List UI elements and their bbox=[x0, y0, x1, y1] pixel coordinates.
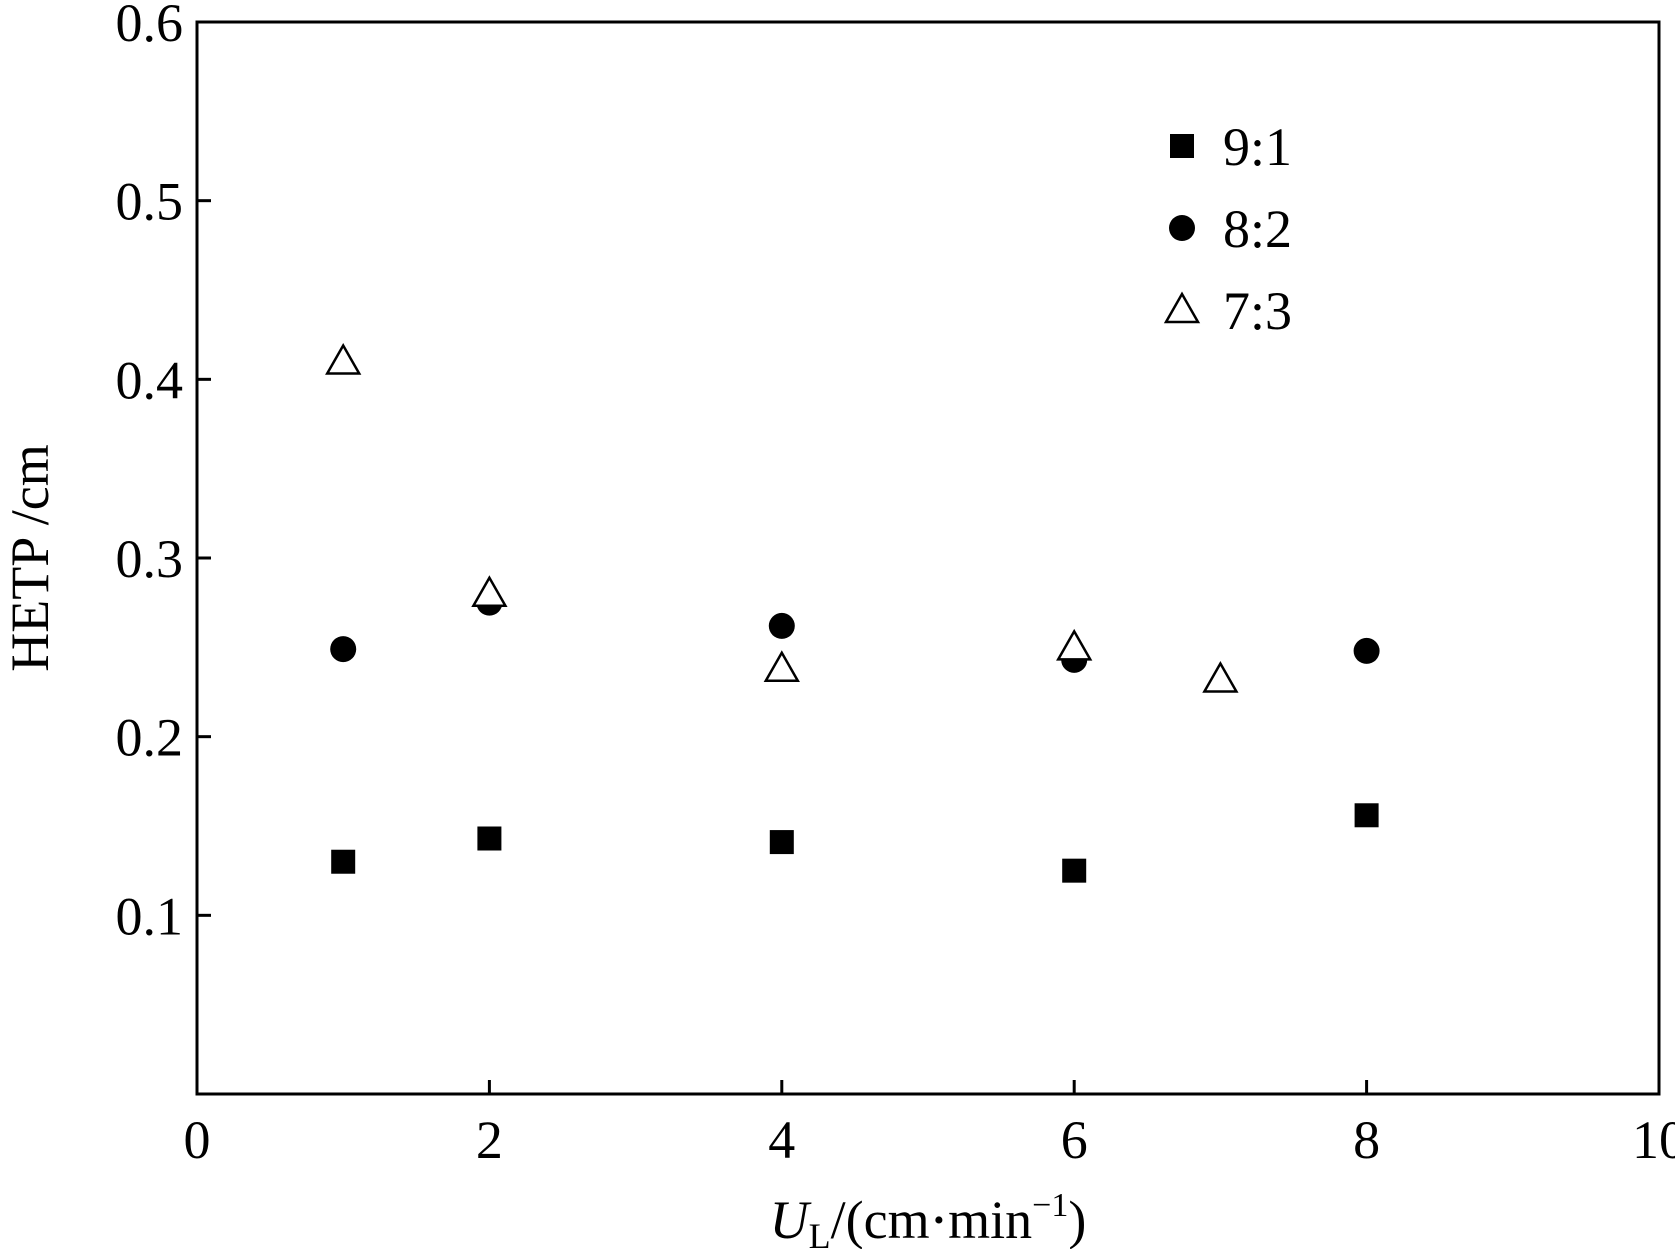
legend-marker-7-3 bbox=[1163, 291, 1201, 324]
x-tick-label: 2 bbox=[476, 1110, 503, 1170]
x-axis-superscript: −1 bbox=[1032, 1187, 1068, 1224]
legend-label-8-2: 8:2 bbox=[1223, 199, 1292, 259]
x-tick-label: 10 bbox=[1632, 1110, 1675, 1170]
data-point-8-2 bbox=[330, 636, 357, 663]
x-axis-symbol: U bbox=[770, 1190, 812, 1249]
y-axis-title: HETP /cm bbox=[0, 444, 60, 671]
y-tick-label: 0.2 bbox=[116, 708, 184, 768]
data-point-9-1 bbox=[769, 830, 794, 855]
legend-label-9-1: 9:1 bbox=[1223, 117, 1292, 177]
legend-marker-9-1 bbox=[1170, 134, 1194, 158]
data-point-9-1 bbox=[331, 849, 356, 874]
data-point-7-3 bbox=[1202, 660, 1239, 693]
y-tick-label: 0.5 bbox=[116, 172, 184, 232]
data-point-7-3 bbox=[763, 650, 800, 683]
legend-marker-8-2 bbox=[1169, 215, 1195, 241]
legend: 9:1 8:2 7:3 bbox=[1163, 117, 1292, 341]
y-tick-label: 0.6 bbox=[116, 0, 184, 53]
data-points-group bbox=[325, 342, 1380, 883]
x-axis-separator: • bbox=[934, 1204, 945, 1237]
data-point-8-2 bbox=[1353, 637, 1380, 664]
x-axis-unit-mid: min bbox=[948, 1190, 1032, 1249]
data-point-9-1 bbox=[1354, 803, 1379, 828]
x-axis-subscript: L bbox=[809, 1216, 831, 1249]
data-point-7-3 bbox=[325, 342, 362, 375]
data-point-9-1 bbox=[477, 826, 502, 851]
legend-label-7-3: 7:3 bbox=[1223, 281, 1292, 341]
plot-frame-group bbox=[195, 20, 1661, 1096]
x-tick-label: 0 bbox=[184, 1110, 211, 1170]
x-axis-title: UL/(cm •min−1) bbox=[770, 1187, 1087, 1249]
ticks-group: 0 2 4 6 8 10 0.1 0.2 0.3 0.4 0.5 0.6 bbox=[116, 0, 1675, 1170]
data-point-7-3 bbox=[471, 575, 508, 607]
y-tick-label: 0.3 bbox=[116, 529, 184, 589]
x-axis-unit-prefix: /(cm bbox=[831, 1190, 930, 1249]
x-axis-unit-suffix: ) bbox=[1068, 1190, 1086, 1249]
data-point-7-3 bbox=[1056, 628, 1093, 661]
y-tick-label: 0.4 bbox=[116, 350, 184, 410]
data-point-9-1 bbox=[1062, 858, 1087, 883]
data-point-8-2 bbox=[768, 612, 795, 639]
x-tick-label: 4 bbox=[768, 1110, 795, 1170]
y-tick-label: 0.1 bbox=[116, 886, 184, 946]
x-tick-label: 8 bbox=[1353, 1110, 1380, 1170]
plot-frame bbox=[195, 20, 1661, 1096]
x-tick-label: 6 bbox=[1061, 1110, 1088, 1170]
